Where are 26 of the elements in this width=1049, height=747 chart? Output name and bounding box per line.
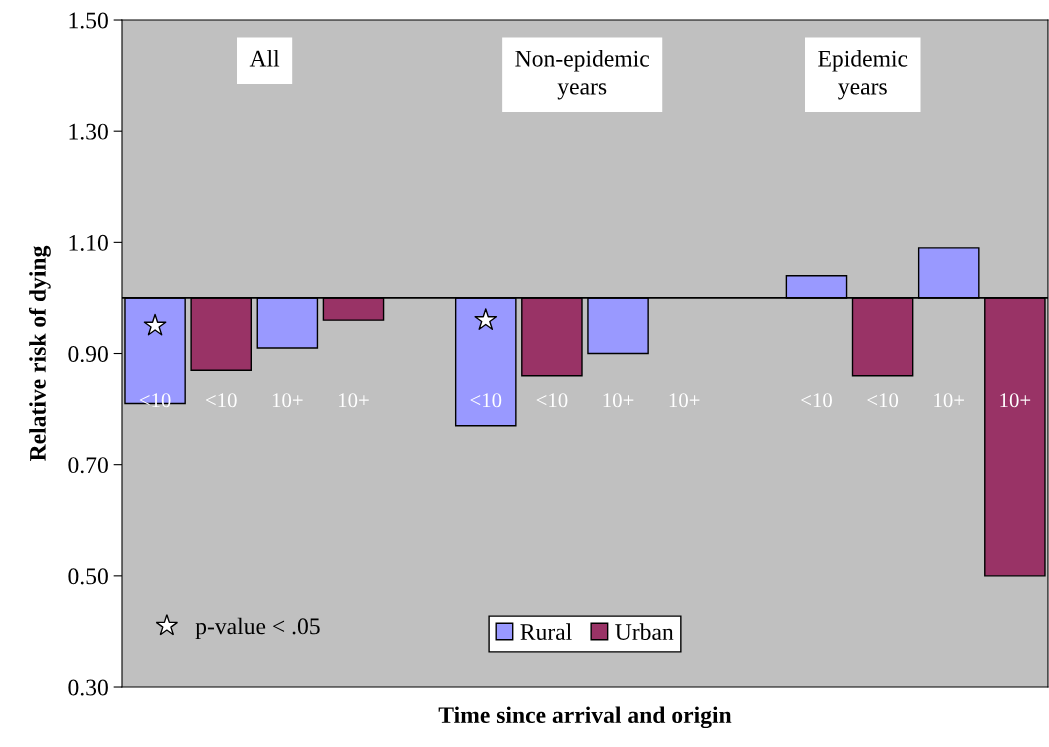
- legend-label: Urban: [615, 623, 674, 640]
- x-tick-label: <10: [470, 393, 502, 408]
- x-tick-label: <10: [801, 393, 832, 408]
- annotation: Epidemic years: [818, 50, 908, 100]
- y-tick-label: 1.30: [69, 123, 108, 140]
- x-tick-label: 10+: [272, 393, 303, 408]
- x-tick-label: 10+: [1000, 393, 1031, 408]
- legend-label: p-value < .05: [195, 617, 320, 640]
- x-tick-label: <10: [536, 393, 568, 408]
- x-axis-title: Time since arrival and origin: [438, 706, 732, 729]
- y-tick-label: 1.50: [69, 12, 108, 29]
- x-tick-label: <10: [867, 393, 899, 408]
- x-tick-label: 10+: [339, 393, 369, 408]
- y-tick-label: 0.30: [68, 679, 108, 696]
- x-tick-label: 10+: [603, 393, 634, 408]
- y-tick-label: 0.90: [68, 346, 108, 363]
- x-tick-label: 10+: [669, 393, 700, 408]
- y-axis-title: Relative risk of dying: [28, 245, 51, 461]
- legend-label: Rural: [520, 623, 572, 640]
- y-tick-label: 0.50: [68, 568, 108, 585]
- x-tick-label: 10+: [934, 393, 965, 408]
- annotation: Non-epidemic years: [515, 50, 649, 100]
- y-tick-label: 1.10: [69, 234, 108, 251]
- annotation: All: [249, 50, 280, 67]
- x-tick-label: <10: [205, 393, 237, 408]
- y-tick-label: 0.70: [68, 457, 108, 474]
